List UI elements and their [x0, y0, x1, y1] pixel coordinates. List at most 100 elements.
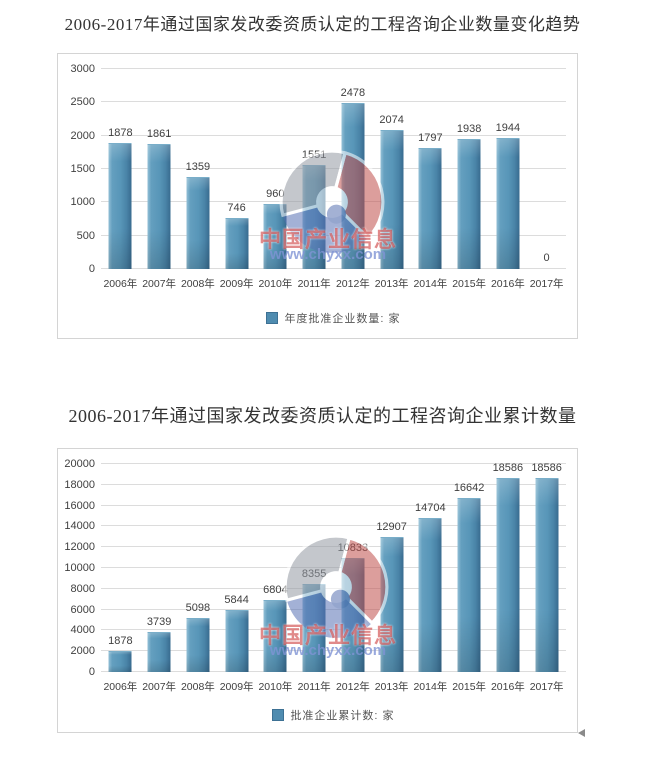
legend: 年度批准企业数量: 家	[101, 310, 566, 326]
resize-handle[interactable]	[578, 729, 585, 737]
y-tick-label: 2000	[70, 645, 95, 658]
x-axis-label: 2007年	[142, 278, 177, 290]
legend-swatch	[266, 312, 279, 324]
bar-2007年	[147, 143, 171, 269]
x-axis-label: 2012年	[335, 681, 370, 693]
legend-label: 年度批准企业数量: 家	[284, 313, 401, 325]
bar-slot: 0	[527, 69, 566, 269]
bar-value-label: 18586	[531, 461, 562, 474]
y-tick-label: 8000	[70, 582, 95, 595]
bar-slot: 746	[217, 69, 256, 269]
bar-slot: 6804	[256, 464, 295, 672]
x-axis-label: 2011年	[297, 681, 331, 693]
bar-2016年	[496, 138, 520, 269]
y-tick-label: 2000	[70, 129, 95, 142]
x-axis-label: 2015年	[452, 278, 487, 290]
bar-2014年	[418, 518, 442, 672]
y-tick-label: 12000	[64, 541, 95, 554]
bar-value-label: 0	[543, 252, 550, 264]
x-axis-label: 2017年	[529, 681, 564, 693]
chart-title-annual: 2006-2017年通过国家发改委资质认定的工程咨询企业数量变化趋势	[64, 15, 581, 34]
bar-2015年	[457, 138, 481, 269]
bar-2008年	[186, 177, 210, 269]
bar-slot: 1944	[489, 69, 528, 269]
bar-slot: 2074	[372, 69, 411, 269]
bar-value-label: 3739	[146, 616, 172, 629]
y-tick-label: 4000	[70, 624, 95, 637]
gridline	[101, 134, 566, 136]
bar-value-label: 1797	[418, 132, 443, 145]
y-tick-label: 0	[88, 666, 95, 678]
x-axis-label: 2012年	[335, 278, 370, 290]
bar-2010年	[263, 600, 287, 672]
bar-2009年	[225, 610, 249, 672]
x-axis-label: 2006年	[103, 278, 138, 290]
x-axis-label: 2009年	[219, 681, 254, 693]
gridline	[101, 671, 566, 672]
bar-slot: 1359	[178, 69, 217, 269]
bar-slot: 1797	[411, 69, 450, 269]
bar-2006年	[108, 142, 132, 269]
bar-slot: 16642	[450, 464, 489, 672]
bar-value-label: 1944	[495, 122, 521, 135]
x-axis-label: 2009年	[219, 278, 254, 290]
y-tick-label: 1000	[70, 196, 95, 209]
bar-value-label: 2074	[379, 113, 404, 126]
bar-2013年	[380, 129, 404, 269]
plot-area: 0 500 1000 1500 2000 2500 3000 1878 1861 1359 746 9…	[71, 63, 566, 275]
legend: 批准企业累计数: 家	[101, 707, 566, 723]
bar-value-label: 5098	[185, 601, 211, 614]
bar-value-label: 5844	[224, 594, 249, 607]
gridline	[101, 483, 566, 485]
bar-slot: 5098	[178, 464, 217, 672]
chart-title-cumulative: 2006-2017年通过国家发改委资质认定的工程咨询企业累计数量	[68, 406, 577, 426]
chart-frame-annual: 0 500 1000 1500 2000 2500 3000 1878 1861 1359 746 9…	[57, 53, 578, 339]
y-tick-label: 500	[76, 229, 95, 242]
bar-value-label: 2478	[340, 86, 366, 99]
bar-slot: 1938	[450, 69, 489, 269]
y-tick-label: 14000	[64, 520, 95, 533]
y-tick-label: 18000	[64, 478, 95, 491]
bar-value-label: 18586	[492, 461, 524, 474]
watermark-pinwheel-logo	[279, 149, 385, 253]
gridline	[101, 650, 566, 652]
gridline	[101, 463, 566, 464]
legend-label: 批准企业累计数: 家	[290, 710, 395, 722]
bar-2006年	[108, 651, 132, 672]
bar-value-label: 16642	[453, 481, 485, 494]
x-axis-label: 2010年	[258, 681, 293, 693]
legend-swatch	[272, 709, 285, 721]
y-tick-label: 10000	[64, 562, 95, 574]
bar-value-label: 1861	[146, 127, 172, 140]
bar-2016年	[496, 477, 520, 672]
x-axis-label: 2013年	[374, 278, 409, 290]
bar-value-label: 1878	[108, 635, 133, 648]
x-axis-label: 2015年	[452, 681, 487, 693]
bar-2009年	[225, 218, 249, 269]
x-axis-label: 2016年	[490, 278, 525, 290]
x-axis-label: 2016年	[490, 681, 525, 693]
bar-2007年	[147, 632, 171, 672]
x-axis-label: 2007年	[142, 681, 177, 693]
bar-2015年	[457, 497, 481, 672]
gridline	[101, 68, 566, 69]
bar-slot: 5844	[217, 464, 256, 672]
x-axis-label: 2017年	[529, 278, 564, 290]
gridline	[101, 101, 566, 103]
y-tick-label: 6000	[70, 603, 95, 616]
bar-value-label: 14704	[415, 502, 446, 515]
bar-value-label: 12907	[376, 520, 407, 533]
bar-2010年	[263, 204, 287, 269]
x-axis-labels: 2006年 2007年 2008年 2009年 2010年 2011年 2012年 2013年…	[101, 276, 566, 291]
y-tick-label: 3000	[70, 63, 95, 75]
watermark-text-cn: 中国产业信息	[258, 623, 397, 648]
gridline	[101, 268, 566, 269]
y-tick-label: 0	[88, 263, 95, 275]
bar-slot: 1878	[101, 464, 140, 672]
bar-slot: 18586	[489, 461, 528, 672]
y-tick-label: 20000	[64, 458, 95, 470]
bar-slot: 18586	[527, 461, 566, 672]
bar-2008年	[186, 617, 210, 672]
y-tick-label: 16000	[64, 499, 95, 512]
x-axis-label: 2006年	[103, 681, 138, 693]
